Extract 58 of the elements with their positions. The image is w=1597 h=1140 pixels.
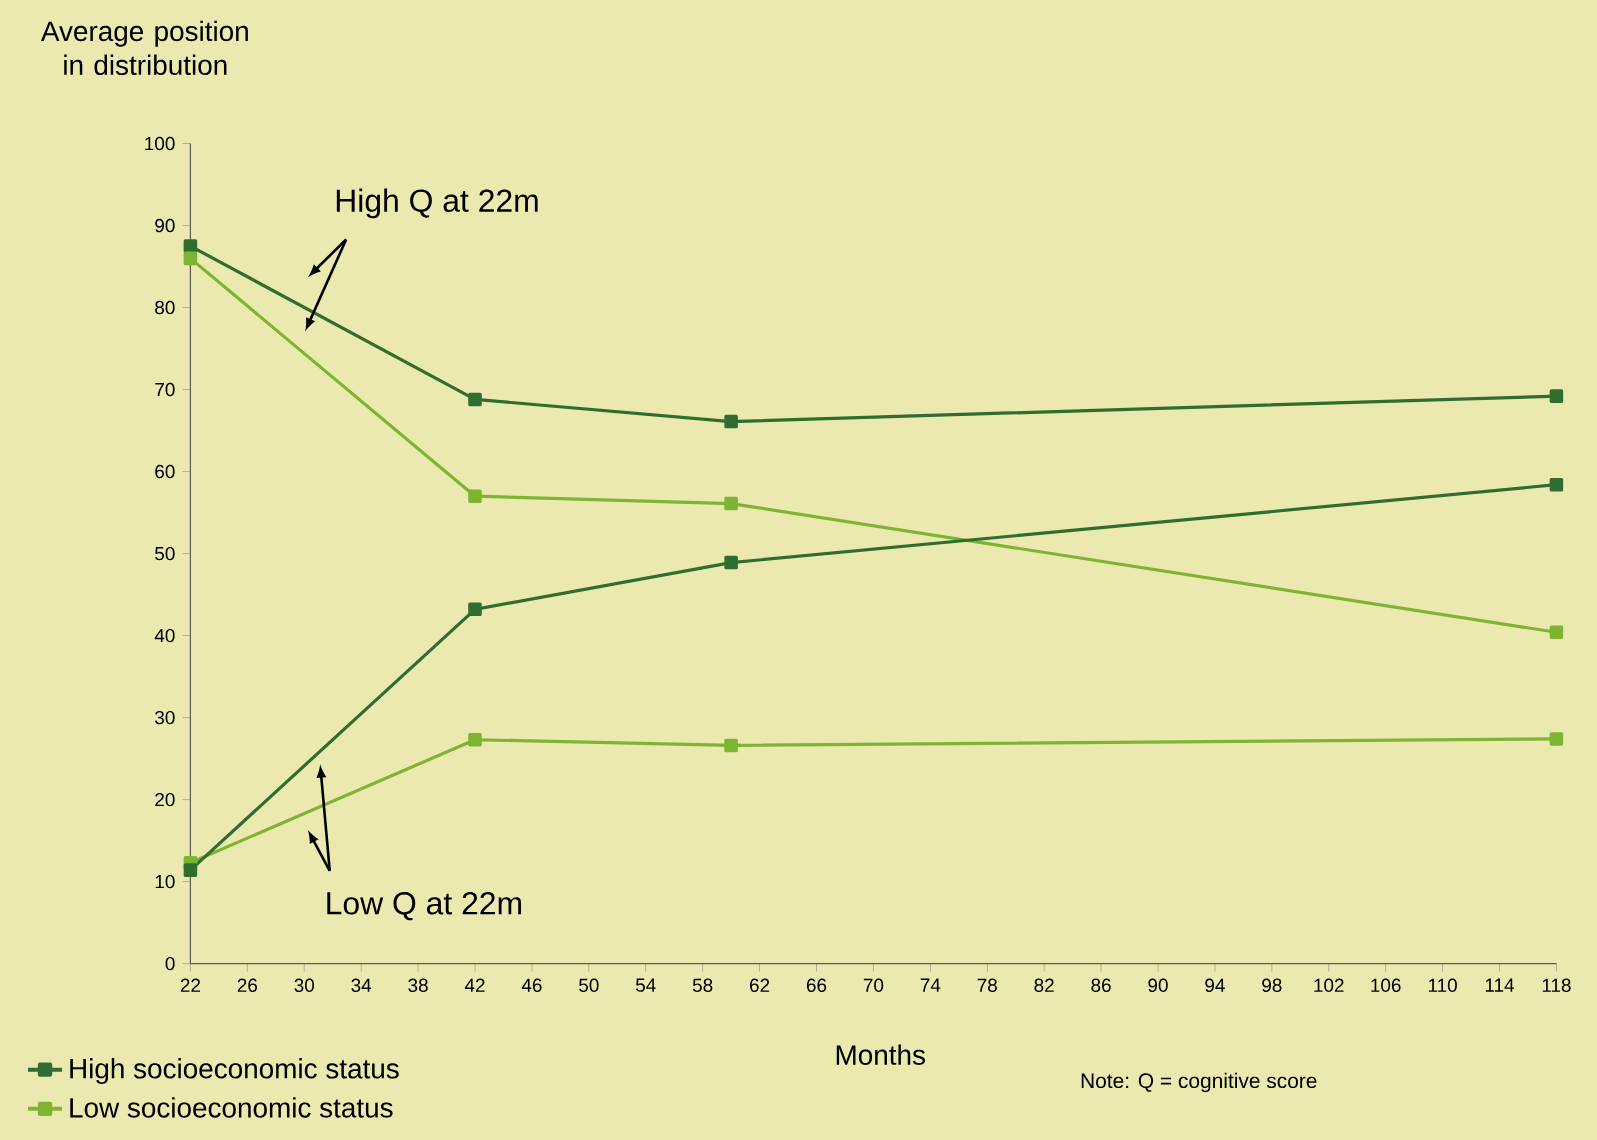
x-tick-label: 54 [635,978,656,992]
x-axis-title: Months [836,1044,925,1065]
annotation: Low Q at 22m [327,892,521,921]
annotation: High Q at 22m [336,188,538,219]
point [724,414,738,429]
point [724,555,738,570]
point [1549,477,1564,492]
y-tick-label: 30 [155,710,175,725]
x-tick-label: 110 [1428,978,1457,993]
x-tick-label: 78 [977,978,997,993]
y-tick-label: 50 [155,546,175,561]
x-tick-label: 114 [1485,978,1515,992]
point [183,251,198,266]
y-tick-label: 20 [155,792,175,807]
point [1549,625,1564,640]
x-tick-label: 74 [920,978,941,992]
x-tick-label: 62 [750,978,770,993]
point [468,602,482,617]
x-tick-label: 58 [692,978,713,993]
point [183,239,198,253]
x-tick-label: 70 [863,978,884,993]
y-tick-label: 80 [155,300,175,315]
y-tick-label: 10 [155,874,175,889]
x-tick-label: 38 [408,978,428,993]
point [1549,732,1564,746]
point [468,489,482,503]
x-tick-label: 90 [1148,978,1168,993]
point [1549,389,1564,403]
y-axis-title: Average position in distribution [40,20,248,76]
point [468,392,482,407]
x-tick-label: 98 [1262,978,1282,993]
x-tick-label: 30 [294,978,315,993]
x-tick-label: 86 [1091,978,1111,993]
y-tick-label: 70 [155,382,175,397]
y-tick-label: 60 [155,464,175,479]
x-tick-label: 50 [579,978,599,993]
x-tick-label: 94 [1205,978,1225,993]
x-tick-label: 102 [1314,978,1344,993]
text: Note: Q = cognitive score [1081,1072,1317,1093]
x-tick-label: 46 [521,978,542,993]
legend-label: High socioeconomic status [70,1058,399,1085]
x-tick-label: 26 [237,978,258,993]
x-tick-label: 34 [351,978,372,993]
point [183,863,198,877]
x-tick-label: 66 [806,978,827,993]
x-tick-label: 22 [180,978,200,992]
legend-label: Low socioeconomic status [70,1097,393,1118]
x-tick-label: 42 [464,978,485,992]
point [724,496,738,511]
x-tick-label: 118 [1542,978,1571,993]
y-tick-label: 40 [154,628,175,643]
y-tick-label: 0 [165,956,175,971]
point [468,732,482,747]
y-tick-label: 90 [155,218,175,233]
y-tick-label: 100 [145,136,175,151]
x-tick-label: 82 [1034,978,1054,993]
point [724,738,738,753]
x-tick-label: 106 [1371,978,1401,993]
